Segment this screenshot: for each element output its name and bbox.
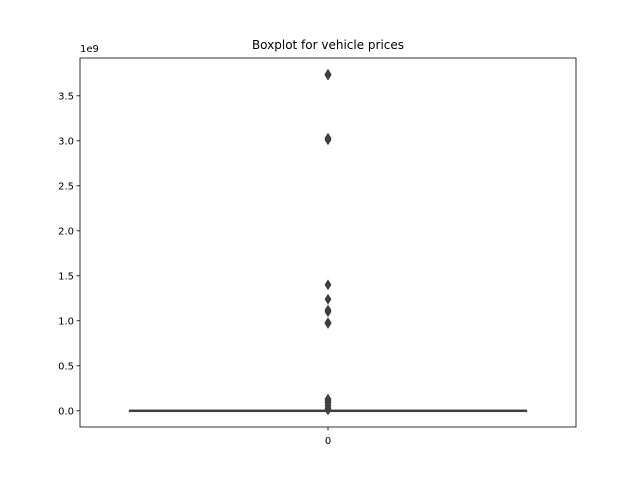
y-axis-ticks: 0.0 0.5 1.0 1.5 2.0 2.5 3.0 3.5 [58, 91, 80, 417]
y-tick-label: 3.0 [58, 136, 74, 147]
outlier-point [324, 404, 332, 416]
x-tick-label: 0 [325, 436, 331, 447]
chart-title: Boxplot for vehicle prices [252, 38, 404, 52]
outlier-point [324, 279, 332, 291]
y-tick-label: 3.5 [58, 91, 74, 102]
y-tick-label: 0.0 [58, 406, 74, 417]
outlier-point [324, 306, 332, 318]
plot-area-frame [79, 57, 577, 428]
outlier-group [324, 68, 332, 416]
outlier-point [324, 69, 332, 81]
outlier-point [324, 134, 332, 146]
y-tick-label: 1.5 [58, 271, 74, 282]
x-axis-ticks: 0 [325, 427, 331, 447]
outlier-point [324, 293, 332, 305]
y-tick-label: 1.0 [58, 316, 74, 327]
outlier-point [324, 318, 332, 329]
y-offset-label: 1e9 [80, 44, 99, 55]
y-tick-label: 0.5 [58, 361, 74, 372]
y-tick-label: 2.5 [58, 181, 74, 192]
y-tick-label: 2.0 [58, 226, 74, 237]
